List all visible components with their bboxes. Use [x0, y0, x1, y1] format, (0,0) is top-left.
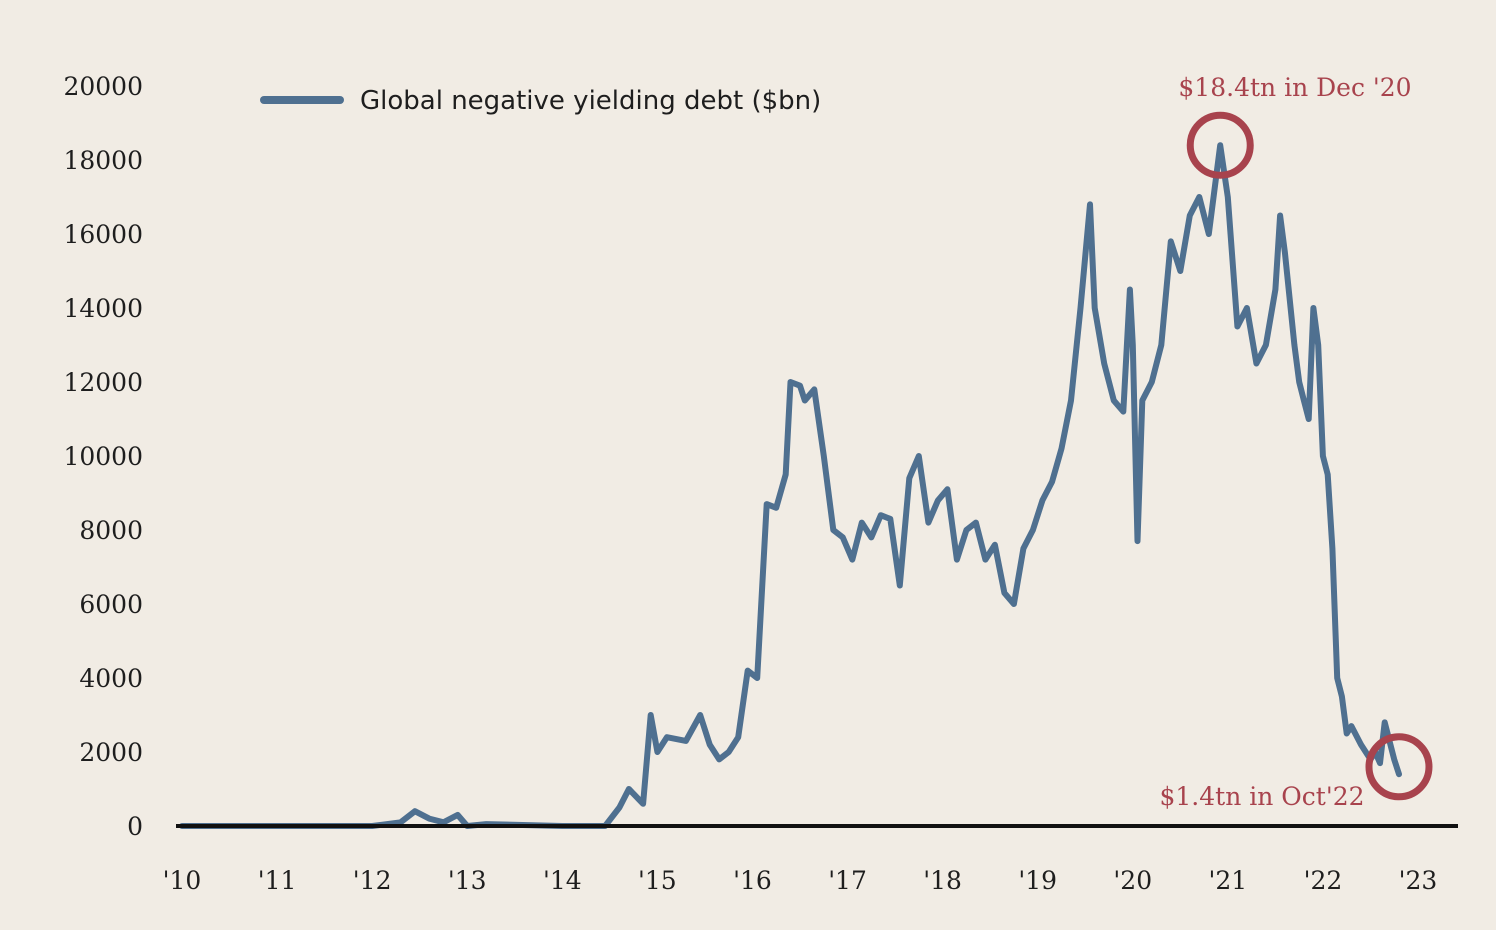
x-tick-label: '14: [543, 866, 582, 895]
x-tick-label: '17: [828, 866, 867, 895]
x-tick-label: '11: [258, 866, 297, 895]
x-tick-label: '20: [1113, 866, 1152, 895]
legend: Global negative yielding debt ($bn): [260, 86, 821, 116]
y-tick-label: 18000: [63, 146, 143, 175]
y-tick-label: 0: [127, 812, 143, 841]
y-tick-label: 12000: [63, 368, 143, 397]
x-tick-label: '23: [1399, 866, 1438, 895]
y-axis-ticks: 2000018000160001400012000100008000600040…: [63, 72, 143, 841]
y-tick-label: 8000: [79, 516, 143, 545]
y-tick-label: 2000: [79, 738, 143, 767]
y-tick-label: 14000: [63, 294, 143, 323]
x-tick-label: '19: [1018, 866, 1057, 895]
y-tick-label: 10000: [63, 442, 143, 471]
latest-highlight-circle: [1365, 733, 1433, 801]
series-line-negative-yield-debt: [179, 142, 1402, 829]
y-tick-label: 20000: [63, 72, 143, 101]
x-tick-label: '16: [733, 866, 772, 895]
x-axis-ticks: '10 '11 '12 '13 '14 '15 '16 '17 '18 '19 '20 '21 '22 '…: [163, 866, 1438, 895]
latest-annotation: $1.4tn in Oct'22: [1159, 782, 1364, 811]
peak-annotation: $18.4tn in Dec '20: [1178, 73, 1411, 102]
y-tick-label: 4000: [79, 664, 143, 693]
x-tick-label: '22: [1304, 866, 1343, 895]
y-tick-label: 16000: [63, 220, 143, 249]
x-tick-label: '10: [163, 866, 202, 895]
annotations: $18.4tn in Dec '20 $1.4tn in Oct'22: [1159, 73, 1433, 811]
legend-label: Global negative yielding debt ($bn): [360, 86, 821, 116]
y-tick-label: 6000: [79, 590, 143, 619]
x-tick-label: '12: [353, 866, 392, 895]
x-tick-label: '13: [448, 866, 487, 895]
x-tick-label: '21: [1209, 866, 1248, 895]
peak-highlight-circle: [1186, 111, 1254, 179]
x-tick-label: '15: [638, 866, 677, 895]
x-tick-label: '18: [923, 866, 962, 895]
